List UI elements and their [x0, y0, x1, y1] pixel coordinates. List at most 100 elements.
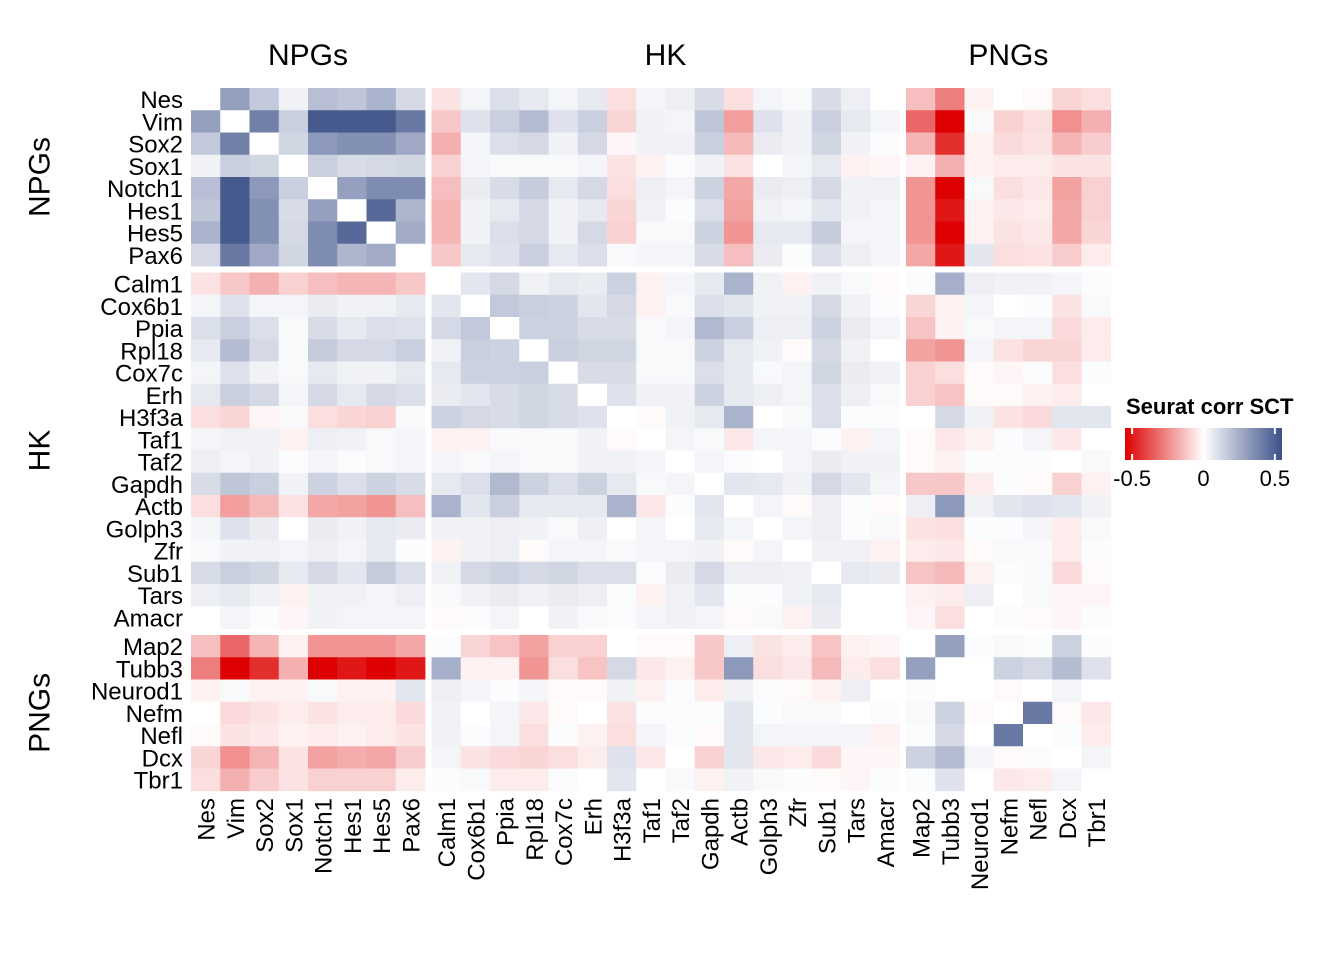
- heatmap-cell-map2-pax6: [395, 635, 426, 658]
- heatmap-cell-nefm-cox6b1: [460, 701, 491, 725]
- heatmap-cell-sub1-pax6: [395, 561, 426, 585]
- heatmap-cell-dcx-nefl: [1023, 746, 1053, 769]
- heatmap-cell-tubb3-golph3: [753, 657, 783, 680]
- heatmap-cell-vim-tubb3: [935, 110, 965, 133]
- heatmap-cell-golph3-hes1: [337, 517, 367, 540]
- heatmap-cell-neurod1-rpl18: [519, 679, 549, 703]
- heatmap-cell-sox1-sox2: [249, 154, 280, 178]
- heatmap-cell-zfr-amacr: [870, 539, 900, 563]
- heatmap-cell-map2-sox2: [249, 635, 280, 658]
- heatmap-cell-gapdh-h3f3a: [607, 472, 637, 496]
- column-label: Sox1: [281, 798, 308, 853]
- heatmap-cell-notch1-taf2: [665, 177, 696, 200]
- heatmap-cell-gapdh-dcx: [1052, 472, 1082, 496]
- column-label: Tars: [844, 798, 871, 843]
- heatmap-cell-nefm-map2: [906, 701, 936, 725]
- heatmap-cell-cox6b1-ppia: [490, 294, 520, 318]
- heatmap-cell-hes5-vim: [220, 221, 250, 245]
- heatmap-cell-nes-gapdh: [694, 88, 725, 111]
- heatmap-cell-amacr-rpl18: [519, 606, 549, 629]
- heatmap-cell-golph3-notch1: [308, 517, 338, 540]
- heatmap-cell-sox1-calm1: [431, 154, 462, 178]
- row-label: H3f3a: [119, 405, 184, 432]
- row-label: Map2: [123, 634, 183, 661]
- column-label: Cox7c: [551, 798, 578, 866]
- heatmap-cell-actb-dcx: [1052, 495, 1082, 518]
- heatmap-cell-cox7c-sox1: [278, 361, 309, 385]
- heatmap-cell-zfr-tbr1: [1081, 539, 1112, 563]
- heatmap-cell-rpl18-vim: [220, 339, 250, 362]
- legend-tick-label: 0.5: [1260, 466, 1291, 491]
- heatmap-cell-hes1-hes1: [337, 199, 367, 222]
- heatmap-cell-vim-h3f3a: [607, 110, 637, 133]
- heatmap-cell-pax6-vim: [220, 243, 250, 267]
- heatmap-cell-ppia-nefm: [993, 317, 1024, 340]
- heatmap-cell-golph3-neurod1: [964, 517, 995, 540]
- heatmap-cell-nes-cox7c: [548, 88, 579, 111]
- heatmap-cell-dcx-sox1: [278, 746, 309, 769]
- heatmap-cell-ppia-tubb3: [935, 317, 965, 340]
- heatmap-cell-sub1-golph3: [753, 561, 783, 585]
- heatmap-cell-neurod1-hes5: [366, 679, 397, 703]
- heatmap-cell-sox1-taf1: [636, 154, 666, 178]
- heatmap-cell-taf1-rpl18: [519, 428, 549, 451]
- heatmap-cell-vim-map2: [906, 110, 936, 133]
- heatmap-cell-map2-erh: [577, 635, 608, 658]
- heatmap-cell-zfr-rpl18: [519, 539, 549, 563]
- heatmap-cell-sox1-nefl: [1023, 154, 1053, 178]
- heatmap-cell-sox1-golph3: [753, 154, 783, 178]
- heatmap-cell-neurod1-ppia: [490, 679, 520, 703]
- heatmap-cell-cox6b1-hes1: [337, 294, 367, 318]
- heatmap-cell-nefl-vim: [220, 724, 250, 747]
- heatmap-cell-tubb3-tars: [841, 657, 871, 680]
- heatmap-cell-nes-pax6: [395, 88, 426, 111]
- heatmap-cell-h3f3a-dcx: [1052, 406, 1082, 429]
- heatmap-cell-hes5-ppia: [490, 221, 520, 245]
- heatmap-cell-tars-zfr: [782, 584, 813, 607]
- heatmap-cell-taf2-sox1: [278, 450, 309, 474]
- heatmap-cell-sub1-gapdh: [694, 561, 725, 585]
- heatmap-cell-nes-calm1: [431, 88, 462, 111]
- heatmap-cell-dcx-cox6b1: [460, 746, 491, 769]
- heatmap-cell-sub1-zfr: [782, 561, 813, 585]
- heatmap-cell-taf1-nefl: [1023, 428, 1053, 451]
- column-label: Vim: [223, 798, 250, 839]
- heatmap-cell-sox1-actb: [724, 154, 754, 178]
- heatmap-cell-calm1-taf2: [665, 272, 696, 296]
- heatmap-cell-neurod1-sub1: [811, 679, 842, 703]
- heatmap-cell-nefm-actb: [724, 701, 754, 725]
- heatmap-cell-actb-tubb3: [935, 495, 965, 518]
- heatmap-cell-cox6b1-cox7c: [548, 294, 579, 318]
- heatmap-cell-tbr1-tubb3: [935, 768, 965, 792]
- heatmap-cell-sox2-erh: [577, 132, 608, 156]
- heatmap-cell-sox2-tars: [841, 132, 871, 156]
- heatmap-cell-notch1-map2: [906, 177, 936, 200]
- heatmap-cell-pax6-notch1: [308, 243, 338, 267]
- heatmap-cell-notch1-cox7c: [548, 177, 579, 200]
- heatmap-cell-taf2-pax6: [395, 450, 426, 474]
- heatmap-cell-calm1-ppia: [490, 272, 520, 296]
- heatmap-cell-sox1-erh: [577, 154, 608, 178]
- heatmap-cell-taf2-amacr: [870, 450, 900, 474]
- heatmap-cell-sox2-taf2: [665, 132, 696, 156]
- heatmap-cell-gapdh-tars: [841, 472, 871, 496]
- heatmap-cell-sox2-vim: [220, 132, 250, 156]
- heatmap-cell-tars-erh: [577, 584, 608, 607]
- heatmap-cell-cox7c-vim: [220, 361, 250, 385]
- heatmap-cell-amacr-nefm: [993, 606, 1024, 629]
- heatmap-cell-cox7c-nes: [191, 361, 221, 385]
- heatmap-cell-tars-neurod1: [964, 584, 995, 607]
- heatmap-cell-cox7c-actb: [724, 361, 754, 385]
- heatmap-cell-hes1-cox7c: [548, 199, 579, 222]
- heatmap-cell-tbr1-rpl18: [519, 768, 549, 792]
- heatmap-cell-map2-sub1: [811, 635, 842, 658]
- heatmap-cell-actb-rpl18: [519, 495, 549, 518]
- heatmap-cell-zfr-h3f3a: [607, 539, 637, 563]
- heatmap-cell-sox2-tbr1: [1081, 132, 1112, 156]
- heatmap-cell-nefl-cox6b1: [460, 724, 491, 747]
- heatmap-cell-tbr1-vim: [220, 768, 250, 792]
- row-label: Amacr: [114, 605, 183, 632]
- heatmap-cell-tbr1-nes: [191, 768, 221, 792]
- heatmap-cell-actb-taf1: [636, 495, 666, 518]
- heatmap-cell-taf1-map2: [906, 428, 936, 451]
